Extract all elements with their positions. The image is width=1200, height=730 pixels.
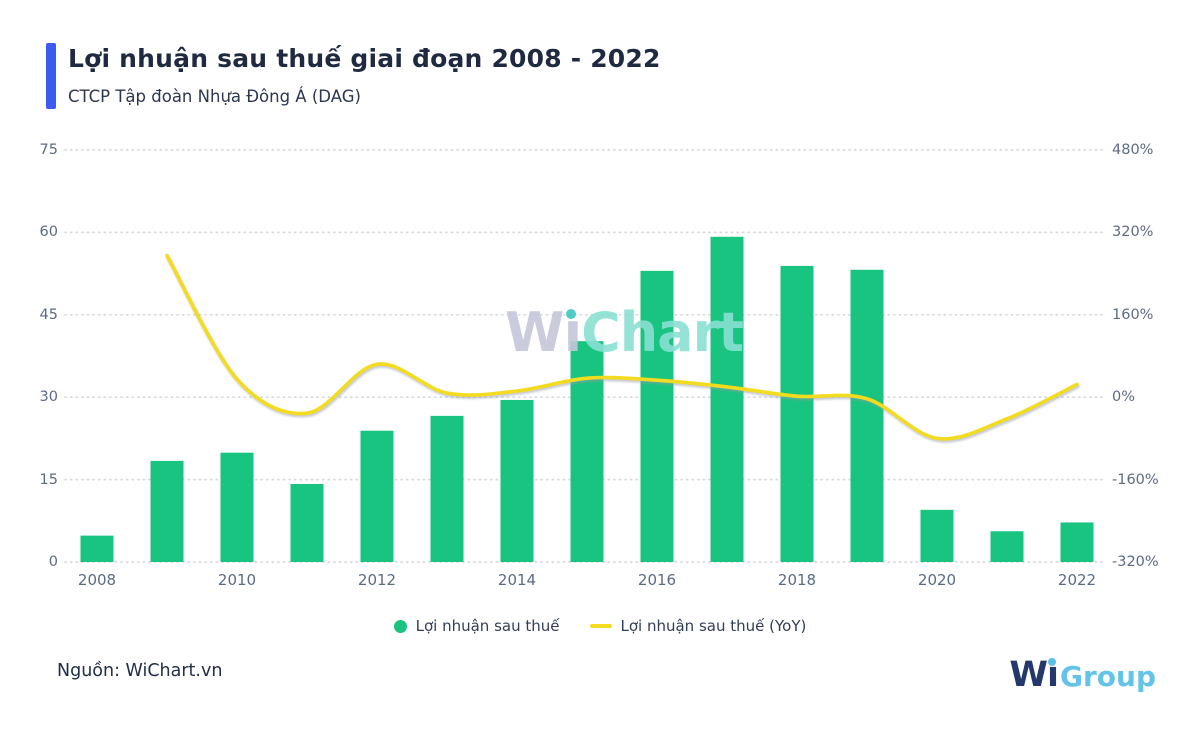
logo-i-dot-icon [1047, 658, 1056, 666]
bar-2014 [500, 399, 534, 562]
legend-item-profit[interactable]: Lợi nhuận sau thuế [393, 617, 560, 635]
legend-bar-marker-icon [393, 619, 407, 633]
chart-legend: Lợi nhuận sau thuế Lợi nhuận sau thuế (Y… [0, 617, 1200, 635]
bar-2009 [150, 460, 184, 562]
x-tick-2022: 2022 [1057, 571, 1097, 589]
right-tick--160%: -160% [1112, 471, 1159, 488]
source-text: Nguồn: WiChart.vn [57, 661, 223, 681]
logo-letter-w: W [1009, 655, 1048, 695]
bar-2017 [710, 236, 744, 562]
logo-letter-i: ı [1046, 655, 1059, 695]
bar-2008 [80, 535, 114, 562]
right-tick-480%: 480% [1112, 142, 1154, 158]
chart-title: Lợi nhuận sau thuế giai đoạn 2008 - 2022 [68, 44, 661, 73]
x-tick-2008: 2008 [77, 571, 117, 589]
bar-2013 [430, 415, 464, 562]
x-tick-2010: 2010 [217, 571, 257, 589]
bar-2019 [850, 269, 884, 562]
left-tick-30: 30 [39, 389, 58, 406]
bar-2021 [990, 531, 1024, 562]
x-tick-2014: 2014 [497, 571, 537, 589]
right-tick--320%: -320% [1112, 554, 1159, 570]
chart-subtitle: CTCP Tập đoàn Nhựa Đông Á (DAG) [68, 87, 361, 106]
legend-line-marker-icon [589, 624, 612, 628]
right-tick-0%: 0% [1112, 389, 1136, 406]
bar-2010 [220, 452, 254, 562]
title-accent-bar [46, 43, 56, 109]
bar-2022 [1060, 522, 1094, 562]
bar-2015 [570, 341, 604, 562]
bar-2012 [360, 430, 394, 562]
x-tick-2016: 2016 [637, 571, 677, 589]
left-tick-75: 75 [39, 142, 58, 158]
right-tick-160%: 160% [1112, 306, 1154, 323]
logo-letters-group: Group [1059, 660, 1156, 693]
bar-2020 [920, 509, 954, 562]
legend-label-profit: Lợi nhuận sau thuế [415, 617, 560, 635]
bar-2016 [640, 270, 674, 562]
x-tick-2012: 2012 [357, 571, 397, 589]
left-tick-15: 15 [39, 471, 58, 488]
bar-2018 [780, 265, 814, 562]
x-tick-2018: 2018 [777, 571, 817, 589]
left-tick-45: 45 [39, 306, 58, 323]
yoy-line [165, 253, 1079, 441]
legend-label-yoy: Lợi nhuận sau thuế (YoY) [620, 617, 807, 635]
bar-2011 [290, 483, 324, 562]
left-tick-0: 0 [48, 554, 58, 570]
x-tick-2020: 2020 [917, 571, 957, 589]
legend-item-yoy[interactable]: Lợi nhuận sau thuế (YoY) [589, 617, 807, 635]
left-tick-60: 60 [39, 224, 58, 241]
right-tick-320%: 320% [1112, 224, 1154, 241]
